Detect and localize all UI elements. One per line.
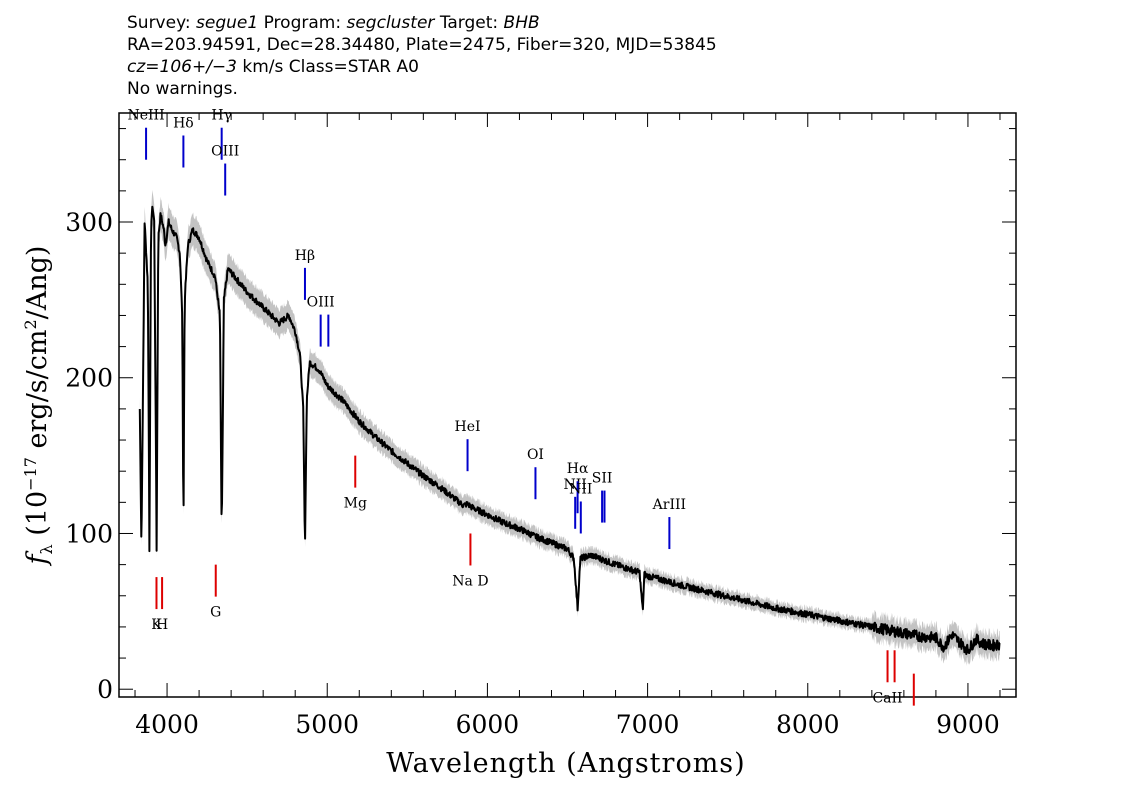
program-label: Program: xyxy=(263,13,342,33)
absorption-line-label: CaII xyxy=(872,690,902,706)
x-tick-label: 9000 xyxy=(936,710,1000,739)
x-tick-label: 7000 xyxy=(616,710,680,739)
absorption-line-label: K xyxy=(151,617,162,633)
y-tick-label: 200 xyxy=(65,364,113,393)
spectrum-header: Survey: segue1 Program: segcluster Targe… xyxy=(127,12,717,100)
emission-line-label: NII xyxy=(564,477,587,493)
absorption-line-label: Mg xyxy=(344,496,367,512)
emission-line-label: Hδ xyxy=(173,116,194,132)
plot-frame xyxy=(118,112,1017,698)
x-tick-label: 5000 xyxy=(295,710,359,739)
program-value: segcluster xyxy=(346,13,435,33)
emission-line-label: Hβ xyxy=(295,248,315,264)
survey-value: segue1 xyxy=(196,13,259,33)
emission-line-label: Hα xyxy=(567,461,589,477)
y-tick-label: 0 xyxy=(97,675,113,704)
x-axis-label: Wavelength (Angstroms) xyxy=(386,748,745,779)
class-value: km/s Class=STAR A0 xyxy=(242,57,419,77)
x-tick-label: 6000 xyxy=(456,710,520,739)
spectrum-series xyxy=(138,205,1001,656)
absorption-line-label: G xyxy=(210,605,221,621)
x-tick-label: 8000 xyxy=(776,710,840,739)
x-tick-label: 4000 xyxy=(135,710,199,739)
spectrum-line xyxy=(138,205,1001,656)
header-line-warnings: No warnings. xyxy=(127,79,238,99)
absorption-line-label: Na D xyxy=(452,573,488,589)
emission-line-label: OI xyxy=(527,447,544,463)
y-tick-label: 300 xyxy=(65,208,113,237)
emission-line-label: SII xyxy=(592,471,613,487)
axis-ticks: 4000 5000 6000 7000 8000 9000 0 100 200 300 xyxy=(65,113,1016,739)
emission-line-label: Hγ xyxy=(211,108,232,124)
plot-border xyxy=(118,112,1017,698)
emission-line-label: ArIII xyxy=(652,497,686,513)
emission-line-label: OIII xyxy=(211,144,239,160)
target-label: Target: xyxy=(439,13,499,33)
emission-line-label: NII xyxy=(569,481,592,497)
absorption-line-label: H xyxy=(156,617,168,633)
y-axis-label: fλ (10−17 erg/s/cm2/Ang) xyxy=(21,246,56,567)
redshift-value: cz=106+/−3 xyxy=(127,57,237,77)
emission-line-label: NeIII xyxy=(127,108,164,124)
error-band xyxy=(139,190,1001,666)
header-line-redshift: cz=106+/−3 km/s Class=STAR A0 xyxy=(127,56,717,78)
header-line-survey: Survey: segue1 Program: segcluster Targe… xyxy=(127,12,717,34)
target-value: BHB xyxy=(503,13,540,33)
survey-label: Survey: xyxy=(127,13,191,33)
y-tick-label: 100 xyxy=(65,519,113,548)
emission-line-label: OIII xyxy=(307,295,335,311)
error-band-area xyxy=(139,190,1001,666)
line-markers: NeIII Hδ HγOIIIHβOIIIHeIOINIIHαNIISIIArIII… xyxy=(127,108,915,706)
header-line-coordinates: RA=203.94591, Dec=28.34480, Plate=2475, … xyxy=(127,35,717,55)
emission-line-label: HeI xyxy=(455,419,481,435)
